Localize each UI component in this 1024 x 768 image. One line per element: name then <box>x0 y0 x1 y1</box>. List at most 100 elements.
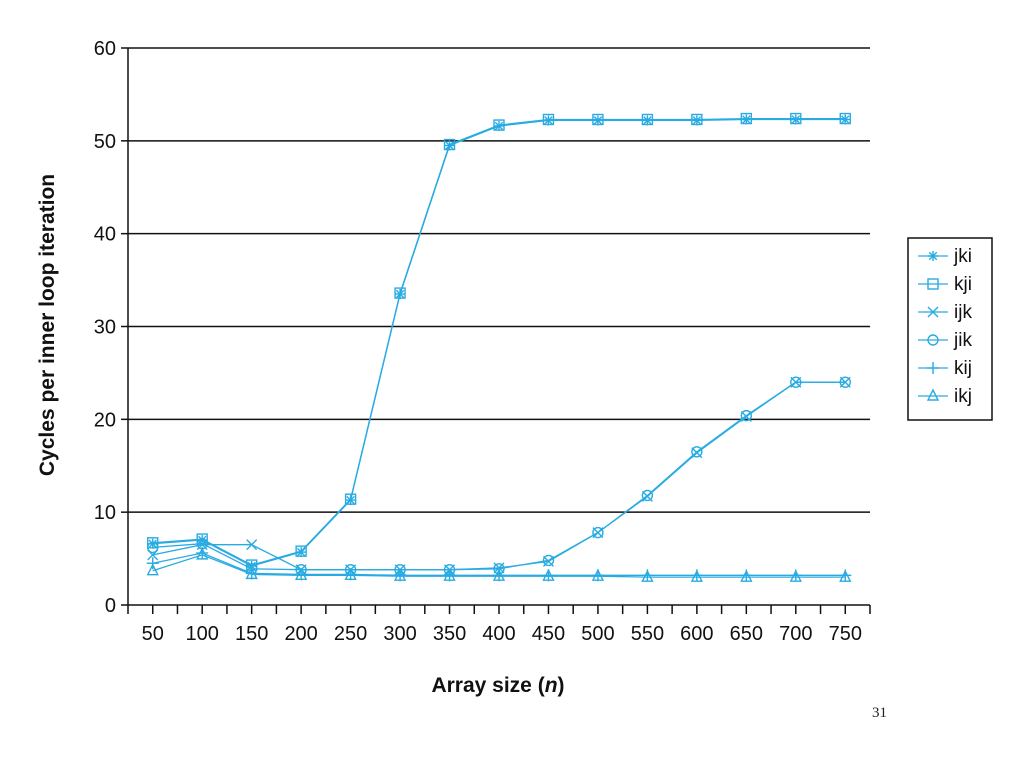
legend-marker-ijk <box>927 306 939 318</box>
legend-label-kji: kji <box>954 274 972 295</box>
point-ikj-400 <box>492 568 506 581</box>
point-ikj-250 <box>344 567 357 580</box>
point-ikj-700 <box>789 569 802 582</box>
x-tick-labels: 50 100 150 200 250 300 350 400 450 500 550 600 650 70… <box>142 623 862 645</box>
point-ikj-600 <box>690 569 703 582</box>
point-ikj-750 <box>839 569 852 582</box>
point-jik-750 <box>839 376 851 388</box>
point-ikj-350 <box>443 568 456 581</box>
x-tick-label-250: 250 <box>334 623 367 645</box>
point-jik-650 <box>740 409 753 422</box>
point-ikj-150 <box>245 566 258 580</box>
y-tick-label-20: 20 <box>94 409 116 431</box>
point-kji-200 <box>295 545 307 557</box>
x-axis-title: Array size (n) <box>431 674 564 697</box>
point-ijk-150 <box>246 539 258 551</box>
x-tick-label-650: 650 <box>730 623 763 645</box>
series-lines <box>146 112 852 582</box>
point-kji-700 <box>790 112 802 125</box>
point-kji-600 <box>691 113 703 126</box>
x-tick-label-350: 350 <box>433 623 466 645</box>
x-tick-label-700: 700 <box>779 623 812 645</box>
x-tick-label-600: 600 <box>680 623 713 645</box>
series-line-kji <box>152 117 846 566</box>
legend-label-ijk: ijk <box>954 302 972 323</box>
y-tick-label-40: 40 <box>94 224 116 246</box>
point-jki-650 <box>741 114 752 125</box>
legend-label-jik: jik <box>953 330 972 351</box>
point-jki-400 <box>494 120 504 131</box>
x-axis-title-variable: n <box>545 674 558 697</box>
legend: jki kji ijk jik kij ikj <box>907 237 993 421</box>
x-tick-label-200: 200 <box>284 623 317 645</box>
x-tick-label-500: 500 <box>581 623 614 645</box>
legend-item-jik: jik <box>918 330 972 351</box>
legend-item-kji: kji <box>918 274 972 295</box>
series-line-ijk <box>152 381 846 571</box>
legend-label-jki: jki <box>953 246 972 267</box>
series-ijk <box>147 376 851 576</box>
point-kji-450 <box>542 113 555 126</box>
legend-item-ijk: ijk <box>918 302 972 323</box>
y-tick-label-60: 60 <box>94 38 116 60</box>
point-jik-450 <box>542 554 555 567</box>
point-ikj-550 <box>641 569 654 582</box>
legend-marker-kji <box>927 278 939 290</box>
x-tick-label-450: 450 <box>532 623 565 645</box>
series-jki <box>147 114 851 572</box>
y-tick-label-10: 10 <box>94 502 116 524</box>
legend-marker-kij <box>927 362 939 374</box>
y-tick-labels: 0 10 20 30 40 50 60 <box>94 38 116 617</box>
point-jik-600 <box>691 446 703 458</box>
x-tick-label-550: 550 <box>631 623 664 645</box>
legend-marker-jki <box>928 251 938 261</box>
y-axis-title: Cycles per inner loop iteration <box>36 174 59 476</box>
point-jki-700 <box>790 114 801 125</box>
point-kji-750 <box>839 112 851 125</box>
x-tick-label-50: 50 <box>142 623 164 645</box>
point-kji-400 <box>493 119 505 131</box>
x-tick-label-300: 300 <box>383 623 416 645</box>
x-tick-label-750: 750 <box>829 623 862 645</box>
y-tick-label-0: 0 <box>105 595 116 617</box>
x-tick-label-100: 100 <box>186 623 219 645</box>
legend-item-jki: jki <box>918 246 972 267</box>
point-jik-50 <box>147 541 159 554</box>
series-line-ikj <box>152 554 846 578</box>
x-axis-title-close-paren: ) <box>558 674 565 697</box>
legend-marker-jik <box>927 334 939 346</box>
point-ikj-450 <box>542 568 555 581</box>
y-tick-label-30: 30 <box>94 317 116 339</box>
legend-items: jki kji ijk jik kij ikj <box>918 246 972 407</box>
x-tick-label-150: 150 <box>235 623 268 645</box>
x-axis-title-open-paren: ( <box>532 674 545 697</box>
series-line-jik <box>152 381 846 571</box>
point-ikj-500 <box>591 568 605 581</box>
legend-label-ikj: ikj <box>954 386 972 407</box>
point-jki-750 <box>840 114 851 125</box>
point-kji-500 <box>592 113 604 126</box>
series-ikj <box>146 547 852 582</box>
y-tick-label-50: 50 <box>94 131 116 153</box>
point-jki-550 <box>642 115 653 126</box>
point-kji-350 <box>443 138 456 151</box>
point-kji-250 <box>344 493 357 505</box>
series-line-jki <box>152 118 846 567</box>
point-ikj-50 <box>146 563 159 576</box>
legend-label-kij: kij <box>954 358 972 379</box>
axes <box>121 47 871 614</box>
point-ikj-300 <box>393 568 407 581</box>
x-axis-title-text: Array size <box>431 674 531 697</box>
point-kji-550 <box>641 113 654 126</box>
point-kji-300 <box>394 287 406 299</box>
point-jki-600 <box>691 115 702 126</box>
legend-marker-ikj <box>926 388 940 401</box>
point-jik-700 <box>790 376 802 388</box>
legend-box <box>907 237 993 421</box>
point-jik-500 <box>592 526 604 539</box>
point-kji-650 <box>740 112 753 125</box>
legend-item-kij: kij <box>918 358 972 379</box>
point-ikj-650 <box>740 569 753 582</box>
series-kji <box>147 112 851 571</box>
